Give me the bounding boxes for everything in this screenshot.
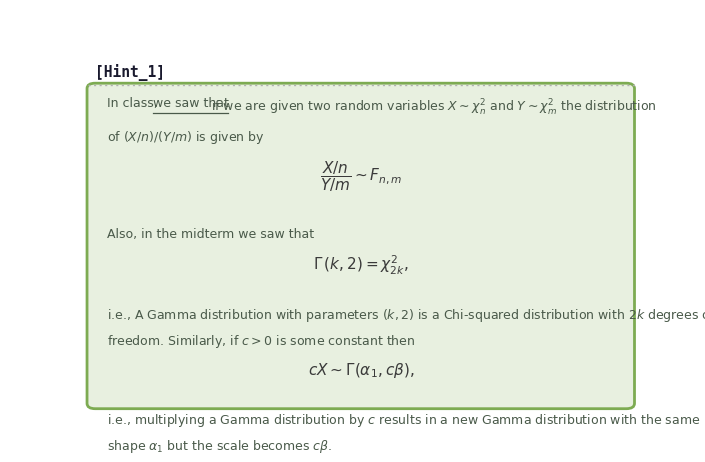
Text: i.e., A Gamma distribution with parameters $(k, 2)$ is a Chi-squared distributio: i.e., A Gamma distribution with paramete… bbox=[107, 307, 705, 323]
Text: of $(X/n)/(Y/m)$ is given by: of $(X/n)/(Y/m)$ is given by bbox=[107, 129, 265, 146]
Text: shape $\alpha_1$ but the scale becomes $c\beta$.: shape $\alpha_1$ but the scale becomes $… bbox=[107, 438, 333, 455]
Text: we saw that: we saw that bbox=[152, 97, 228, 110]
FancyBboxPatch shape bbox=[87, 83, 634, 409]
Text: [Hint_1]: [Hint_1] bbox=[94, 64, 165, 81]
Text: i.e., multiplying a Gamma distribution by $c$ results in a new Gamma distributio: i.e., multiplying a Gamma distribution b… bbox=[107, 412, 701, 429]
Text: if we are given two random variables $X \sim \chi^2_n$ and $Y \sim \chi^2_m$ the: if we are given two random variables $X … bbox=[211, 97, 657, 117]
Text: $cX \sim \Gamma(\alpha_1, c\beta),$: $cX \sim \Gamma(\alpha_1, c\beta),$ bbox=[308, 361, 415, 380]
Text: Also, in the midterm we saw that: Also, in the midterm we saw that bbox=[107, 228, 314, 241]
Text: freedom. Similarly, if $c > 0$ is some constant then: freedom. Similarly, if $c > 0$ is some c… bbox=[107, 333, 416, 350]
Text: $\Gamma\,(k, 2) = \chi^2_{2k},$: $\Gamma\,(k, 2) = \chi^2_{2k},$ bbox=[314, 254, 409, 277]
Text: $\dfrac{X/n}{Y/m} \sim F_{n,m}$: $\dfrac{X/n}{Y/m} \sim F_{n,m}$ bbox=[320, 159, 403, 194]
Text: In class,: In class, bbox=[107, 97, 158, 110]
